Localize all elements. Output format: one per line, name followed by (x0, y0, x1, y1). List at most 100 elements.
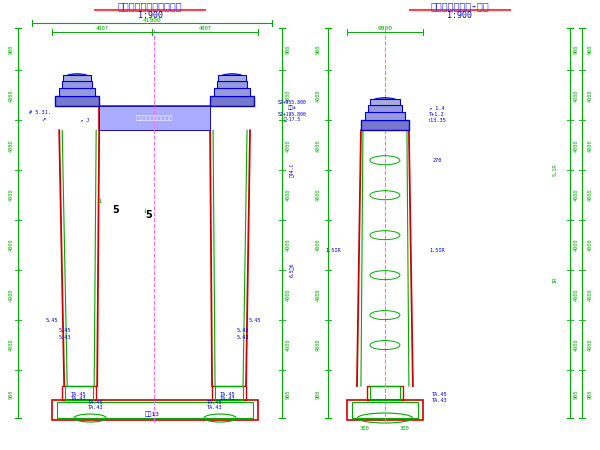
Text: 4907: 4907 (95, 26, 109, 31)
Text: ↗: ↗ (41, 116, 46, 122)
Text: 270: 270 (432, 158, 442, 163)
Text: 4000: 4000 (316, 89, 320, 102)
Bar (214, 88, 250, 96)
Text: 4000: 4000 (573, 139, 578, 152)
Bar (62, 81, 92, 88)
Text: 41900: 41900 (143, 18, 161, 23)
Text: 5.45: 5.45 (59, 328, 71, 333)
Bar (52, 400, 258, 420)
Text: 1.5IR: 1.5IR (325, 248, 341, 252)
Text: 4000: 4000 (573, 339, 578, 351)
Text: 5.45: 5.45 (46, 318, 58, 323)
Text: 4000: 4000 (587, 189, 592, 202)
Text: 九-17.5: 九-17.5 (283, 117, 301, 122)
Bar (347, 400, 423, 420)
Text: 300: 300 (400, 426, 410, 431)
Text: ↓: ↓ (98, 196, 103, 205)
Text: 4000: 4000 (9, 289, 14, 302)
Text: 1.5IR: 1.5IR (429, 248, 445, 252)
Text: 4000: 4000 (587, 239, 592, 252)
Text: 900: 900 (316, 45, 320, 54)
Text: 4000: 4000 (286, 239, 290, 252)
Ellipse shape (220, 74, 244, 81)
Bar (370, 386, 400, 400)
Text: 5: 5 (112, 205, 119, 215)
Bar (367, 386, 403, 400)
Text: 1R: 1R (552, 277, 557, 283)
Text: 4000: 4000 (286, 139, 290, 152)
Text: 1:900: 1:900 (137, 11, 163, 20)
Text: 4000: 4000 (316, 239, 320, 252)
Bar (212, 386, 246, 400)
Text: 4000: 4000 (587, 339, 592, 351)
Bar (63, 75, 91, 81)
Bar (215, 386, 243, 400)
Text: 4000: 4000 (316, 289, 320, 302)
Text: 4000: 4000 (286, 339, 290, 351)
Text: 北边塔正面图（正立面）: 北边塔正面图（正立面） (118, 1, 182, 11)
Text: TA.45: TA.45 (70, 392, 86, 396)
Text: 4000: 4000 (316, 139, 320, 152)
Text: 距44.C: 距44.C (290, 163, 295, 177)
Text: 4000: 4000 (286, 89, 290, 102)
Text: 900: 900 (573, 389, 578, 399)
Bar (218, 75, 246, 81)
Text: ↗ 1.4: ↗ 1.4 (429, 106, 445, 111)
Bar (210, 96, 254, 106)
Text: 4000: 4000 (573, 189, 578, 202)
Text: 9900: 9900 (377, 26, 392, 31)
Text: ↓: ↓ (143, 206, 148, 215)
Text: 900: 900 (286, 45, 290, 54)
Text: 4000: 4000 (587, 89, 592, 102)
Text: 4000: 4000 (587, 289, 592, 302)
Text: 900: 900 (9, 389, 14, 399)
Text: 900: 900 (9, 45, 14, 54)
Text: 4000: 4000 (573, 239, 578, 252)
Text: TA.43: TA.43 (88, 405, 103, 410)
Text: 4000: 4000 (573, 89, 578, 102)
Text: 4000: 4000 (286, 189, 290, 202)
Bar (370, 99, 400, 105)
Text: 4000: 4000 (9, 139, 14, 152)
Text: 5.43: 5.43 (59, 335, 71, 340)
Text: 5.1R: 5.1R (552, 164, 557, 176)
Bar (217, 81, 247, 88)
Bar (99, 106, 210, 130)
Text: TA.43: TA.43 (220, 396, 236, 400)
Text: 5.43: 5.43 (237, 335, 249, 340)
Bar (57, 402, 253, 418)
Bar (65, 386, 93, 400)
Text: 4000: 4000 (9, 189, 14, 202)
Text: 900: 900 (316, 389, 320, 399)
Text: 象鼻山大桥北塔设计图: 象鼻山大桥北塔设计图 (136, 116, 173, 121)
Text: 承台13: 承台13 (145, 411, 160, 417)
Text: 4000: 4000 (9, 89, 14, 102)
Text: TA.45: TA.45 (432, 392, 448, 396)
Text: TA.45: TA.45 (207, 400, 223, 405)
Text: 北塔侧面图（一-一）: 北塔侧面图（一-一） (430, 1, 489, 11)
Text: TA.43: TA.43 (207, 405, 223, 410)
Text: 4000: 4000 (316, 339, 320, 351)
Text: 九层±: 九层± (287, 105, 296, 110)
Text: 4000: 4000 (286, 289, 290, 302)
Text: 900: 900 (587, 389, 592, 399)
Bar (361, 120, 409, 130)
Text: 4907: 4907 (199, 26, 212, 31)
Bar (55, 96, 99, 106)
Bar (365, 112, 405, 120)
Text: 4000: 4000 (9, 239, 14, 252)
Text: 300: 300 (360, 426, 370, 431)
Text: TA.45: TA.45 (88, 400, 103, 405)
Text: 4000: 4000 (9, 339, 14, 351)
Text: 52+195.800: 52+195.800 (278, 112, 307, 117)
Text: 4000: 4000 (573, 289, 578, 302)
Text: ↗ J: ↗ J (80, 118, 90, 123)
Text: 52+955.800: 52+955.800 (278, 100, 307, 105)
Bar (368, 105, 402, 112)
Text: 900: 900 (573, 45, 578, 54)
Text: 5.45: 5.45 (237, 328, 249, 333)
Bar (352, 402, 418, 418)
Text: ↑13.35: ↑13.35 (428, 118, 446, 123)
Text: TA.43: TA.43 (432, 397, 448, 403)
Ellipse shape (372, 98, 398, 105)
